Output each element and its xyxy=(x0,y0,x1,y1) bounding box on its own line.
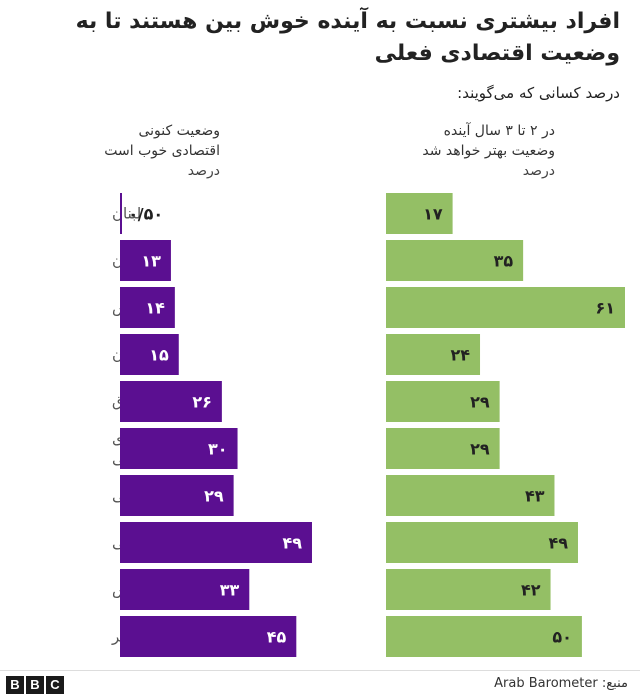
bar-future-outlook xyxy=(386,334,481,375)
data-label-future-outlook: ۲۹ xyxy=(470,440,490,459)
bar-chart: لبنان۰/۵۰۱۷سودان۱۳۳۵تونس۱۴۶۱اردن۱۵۲۴عراق… xyxy=(111,193,625,657)
data-label-current-economy: ۱۵ xyxy=(149,346,169,365)
footer-divider xyxy=(0,670,640,671)
bar-future-outlook xyxy=(386,428,500,469)
data-label-current-economy: ۱۴ xyxy=(145,299,165,318)
data-label-current-economy: ۲۶ xyxy=(192,393,212,412)
data-label-current-economy: ۳۳ xyxy=(220,581,240,600)
data-label-current-economy: ۳۰ xyxy=(208,440,228,459)
left-header-line-2: اقتصادی خوب است xyxy=(104,143,220,159)
category-label-line: لبنان xyxy=(112,205,141,223)
bar-current-economy xyxy=(120,334,179,375)
data-label-current-economy: ۴۵ xyxy=(267,628,287,647)
data-label-future-outlook: ۴۳ xyxy=(525,487,545,506)
data-label-current-economy: ۴۹ xyxy=(282,534,302,553)
left-header-line-1: وضعیت کنونی xyxy=(138,123,220,139)
data-label-future-outlook: ۶۱ xyxy=(595,299,615,318)
chart-title: افراد بیشتری نسبت به آینده خوش بین هستند… xyxy=(75,9,620,66)
data-label-future-outlook: ۴۲ xyxy=(521,581,541,600)
data-label-future-outlook: ۴۹ xyxy=(548,534,568,553)
left-header-unit: درصد xyxy=(187,163,220,179)
bar-current-economy xyxy=(120,287,175,328)
data-label-future-outlook: ۵۰ xyxy=(552,628,572,647)
chart-subtitle: درصد کسانی که می‌گویند: xyxy=(457,84,620,102)
data-label-future-outlook: ۲۴ xyxy=(451,346,471,365)
bar-current-economy xyxy=(120,193,122,234)
right-header-unit: درصد xyxy=(522,163,555,179)
data-label-future-outlook: ۳۵ xyxy=(494,252,514,271)
bar-current-economy xyxy=(120,381,222,422)
bar-current-economy xyxy=(120,569,250,610)
bbc-logo: B B C xyxy=(6,676,64,694)
bar-future-outlook xyxy=(386,522,578,563)
bar-current-economy xyxy=(120,522,312,563)
right-header-line-1: در ۲ تا ۳ سال آینده xyxy=(443,123,555,139)
data-label-future-outlook: ۱۷ xyxy=(423,205,443,224)
bar-current-economy xyxy=(120,428,238,469)
bar-future-outlook xyxy=(386,240,524,281)
bar-current-economy xyxy=(120,475,234,516)
data-label-current-economy: ۰/۵۰ xyxy=(128,205,163,224)
data-label-future-outlook: ۲۹ xyxy=(470,393,490,412)
source-note: منبع: Arab Barometer xyxy=(494,676,628,691)
data-label-current-economy: ۲۹ xyxy=(204,487,224,506)
bar-future-outlook xyxy=(386,193,453,234)
category-label: لبنان xyxy=(112,205,141,223)
data-label-current-economy: ۱۳ xyxy=(141,252,161,271)
right-header-line-2: وضعیت بهتر خواهد شد xyxy=(422,143,555,159)
right-column-header: در ۲ تا ۳ سال آینده وضعیت بهتر خواهد شد … xyxy=(422,121,555,181)
bar-future-outlook xyxy=(386,381,500,422)
bar-future-outlook xyxy=(386,287,625,328)
left-column-header: وضعیت کنونی اقتصادی خوب است درصد xyxy=(104,121,220,181)
bar-future-outlook xyxy=(386,569,551,610)
bbc-logo-letter: B xyxy=(6,676,24,694)
bar-current-economy xyxy=(120,616,297,657)
bar-future-outlook xyxy=(386,616,582,657)
bbc-logo-letter: B xyxy=(26,676,44,694)
bbc-logo-letter: C xyxy=(46,676,64,694)
bar-current-economy xyxy=(120,240,171,281)
bar-future-outlook xyxy=(386,475,555,516)
